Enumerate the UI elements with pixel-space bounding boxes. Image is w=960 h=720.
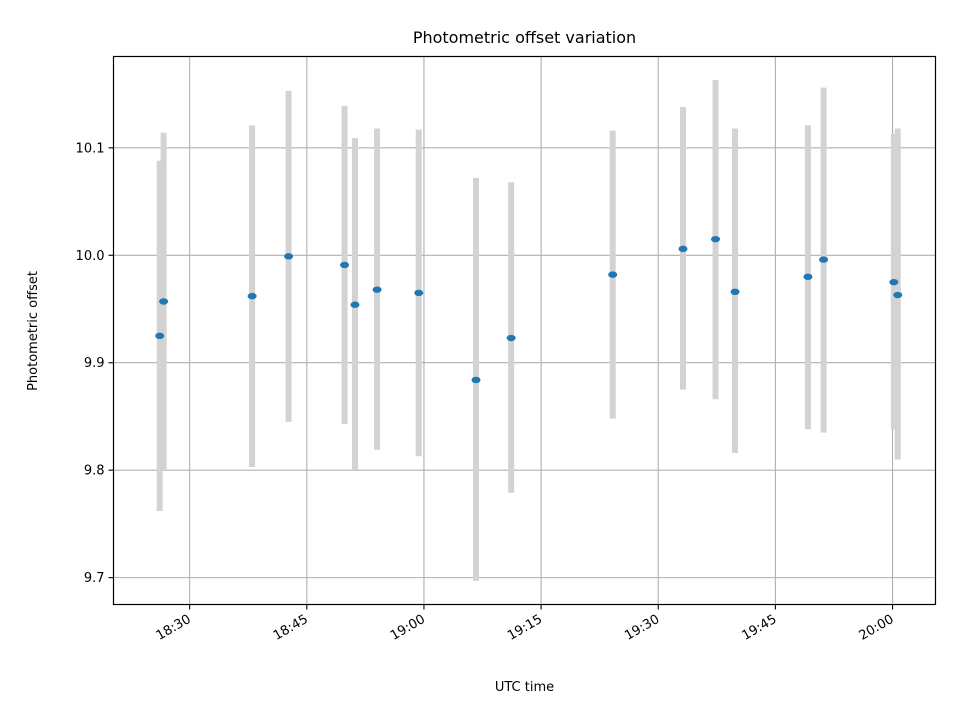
y-tick-label: 9.7 (84, 571, 105, 586)
data-point (284, 253, 294, 260)
plot-frame (112, 55, 937, 606)
y-axis-ticks: 9.7 9.8 9.9 10.0 10.1 (76, 141, 114, 586)
y-tick-label: 9.9 (84, 356, 105, 371)
x-tick-label: 18:30 (154, 612, 194, 644)
data-point (350, 301, 360, 308)
data-point (893, 291, 903, 299)
data-point (506, 334, 516, 342)
data-point (889, 278, 899, 286)
data-point (372, 286, 382, 293)
data-point (711, 235, 721, 243)
y-axis-label: Photometric offset (26, 271, 41, 391)
x-tick-label: 19:15 (505, 612, 545, 644)
data-point (414, 289, 424, 297)
grid (113, 56, 936, 605)
error-bars (156, 80, 901, 581)
y-tick-label: 10.1 (76, 141, 105, 156)
data-point (340, 261, 350, 269)
y-tick-label: 9.8 (84, 464, 105, 479)
data-point (247, 292, 257, 300)
x-axis-label: UTC time (495, 680, 554, 695)
data-point (155, 332, 165, 340)
data-point (730, 288, 740, 296)
x-axis-ticks: 18:30 18:45 19:00 19:15 19:30 19:45 20:00 (154, 604, 897, 644)
x-tick-label: 19:45 (739, 612, 779, 644)
data-point (678, 245, 688, 253)
x-tick-label: 18:45 (271, 612, 311, 644)
data-point (608, 271, 618, 278)
data-point (471, 376, 481, 384)
x-tick-label: 20:00 (857, 612, 897, 644)
y-tick-label: 10.0 (76, 249, 105, 264)
data-point (819, 256, 829, 263)
data-point (803, 273, 813, 280)
chart-title: Photometric offset variation (413, 28, 636, 47)
x-tick-label: 19:30 (622, 612, 662, 644)
data-points (155, 235, 903, 384)
x-tick-label: 19:00 (388, 612, 428, 644)
data-point (159, 298, 169, 305)
